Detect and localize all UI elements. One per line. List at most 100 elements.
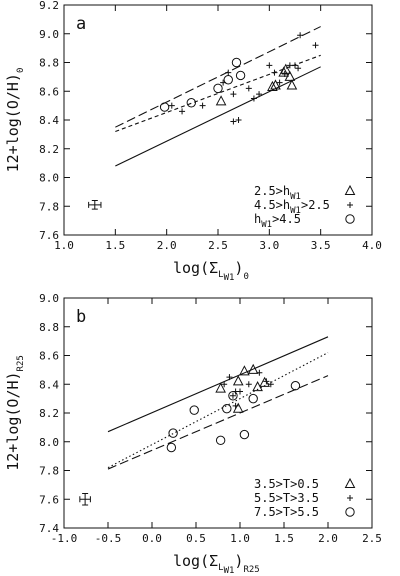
panel-label: b (76, 307, 86, 327)
legend-label: 3.5>T>0.5 (254, 477, 319, 491)
data-point-triangle (286, 79, 298, 90)
data-point-circle (166, 442, 177, 453)
data-point-plus (245, 85, 252, 92)
y-tick-label: 7.6 (39, 229, 59, 242)
data-point-circle (248, 393, 258, 404)
data-point-plus (226, 374, 233, 381)
x-axis-label: log(ΣLW1)0 (173, 259, 249, 283)
legend-marker-plus (347, 202, 353, 208)
data-point-circle (290, 380, 301, 391)
legend-label: 5.5>T>3.5 (254, 491, 319, 505)
data-point-plus (266, 62, 273, 69)
data-point-triangle (215, 382, 226, 393)
fit-line-shortdash (115, 54, 321, 133)
x-axis-label: log(ΣLW1)R25 (173, 552, 260, 576)
legend-marker-triangle (344, 477, 356, 488)
data-point-plus (267, 381, 274, 388)
data-point-triangle (232, 375, 244, 386)
y-tick-label: 8.8 (39, 57, 59, 70)
data-point-triangle (284, 70, 296, 81)
y-axis-label: 12+log(O/H)R25 (4, 355, 26, 471)
error-bar-sample (79, 493, 91, 506)
data-point-circle (213, 83, 223, 94)
y-tick-label: 8.6 (39, 350, 59, 363)
data-point-triangle (270, 79, 281, 90)
legend-label: 4.5>hW1>2.5 (254, 198, 330, 216)
x-tick-label: 4.0 (362, 239, 382, 252)
data-point-circle (222, 403, 232, 414)
y-tick-label: 7.8 (39, 200, 59, 213)
fit-line-longdash (107, 375, 329, 470)
data-point-triangle (267, 80, 278, 91)
y-tick-label: 7.4 (39, 522, 59, 535)
data-point-plus (271, 69, 278, 76)
data-point-triangle (239, 365, 250, 376)
data-point-plus (221, 381, 228, 388)
legend-marker-triangle (344, 184, 356, 195)
data-point-plus (281, 71, 288, 77)
data-point-plus (179, 108, 186, 115)
y-tick-label: 9.0 (39, 28, 59, 41)
data-point-plus (225, 69, 232, 76)
data-point-plus (232, 402, 239, 409)
data-point-plus (263, 378, 270, 385)
y-tick-label: 8.6 (39, 85, 59, 98)
x-tick-label: 2.5 (362, 532, 382, 545)
legend-marker-circle (345, 214, 355, 224)
data-point-circle (215, 435, 226, 446)
x-tick-label: -1.0 (51, 532, 78, 545)
y-tick-label: 7.6 (39, 493, 59, 506)
x-tick-label: 0.5 (186, 532, 206, 545)
legend-marker-circle (345, 507, 355, 517)
data-point-plus (230, 118, 237, 125)
data-point-plus (312, 42, 319, 49)
y-tick-label: 8.4 (39, 114, 59, 127)
x-tick-label: 3.5 (311, 239, 331, 252)
data-point-plus (276, 79, 283, 86)
y-tick-label: 8.4 (39, 378, 59, 391)
y-axis-label: 12+log(O/H)0 (4, 68, 26, 173)
y-tick-label: 7.8 (39, 465, 59, 478)
y-tick-label: 8.0 (39, 172, 59, 185)
x-tick-label: -0.5 (95, 532, 122, 545)
data-point-plus (168, 102, 175, 109)
data-point-triangle (215, 95, 227, 106)
legend-marker-plus (347, 495, 353, 501)
data-point-circle (239, 429, 250, 440)
data-point-plus (297, 32, 304, 39)
plot-frame (63, 297, 373, 529)
fit-line-longdash (115, 26, 321, 128)
y-tick-label: 8.0 (39, 436, 59, 449)
x-tick-label: 2.0 (157, 239, 177, 252)
legend-label: 7.5>T>5.5 (254, 505, 319, 519)
data-point-circle (223, 75, 233, 85)
y-tick-label: 8.8 (39, 321, 59, 334)
data-point-circle (189, 405, 199, 415)
data-point-circle (231, 57, 242, 68)
fit-line-solid (107, 336, 329, 433)
data-point-plus (295, 65, 302, 72)
data-point-triangle (259, 376, 270, 387)
data-point-plus (286, 62, 293, 69)
data-point-plus (199, 102, 206, 109)
data-point-plus (256, 91, 263, 98)
data-point-circle (159, 102, 170, 112)
panel-a: 1.0 1.5 2.0 2.5 3.0 3.5 4.0 7.6 7.8 8.0 8.2 8.4 8.6 8… (4, 0, 382, 283)
data-point-circle (228, 391, 238, 401)
x-tick-label: 1.5 (105, 239, 125, 252)
data-point-plus (250, 95, 257, 102)
data-point-plus (230, 91, 237, 98)
data-point-triangle (280, 63, 292, 74)
fit-line-solid (115, 66, 321, 167)
data-point-circle (235, 70, 246, 81)
legend-label: 2.5>hW1 (254, 184, 301, 202)
data-point-triangle (247, 363, 259, 374)
data-point-circle (186, 98, 197, 108)
data-point-plus (292, 62, 298, 69)
x-tick-label: 2.0 (318, 532, 338, 545)
y-tick-label: 9.2 (39, 0, 59, 12)
x-tick-label: 1.0 (230, 532, 250, 545)
y-tick-label: 8.2 (39, 143, 59, 156)
panel-label: a (76, 14, 86, 34)
x-tick-label: 2.5 (208, 239, 228, 252)
